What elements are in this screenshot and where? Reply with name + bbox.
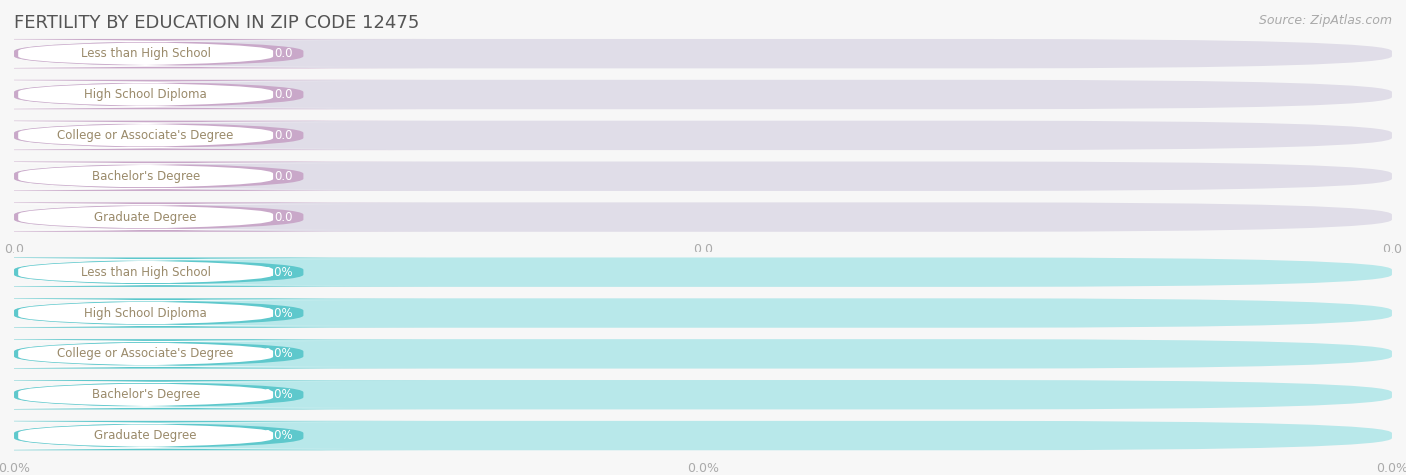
FancyBboxPatch shape bbox=[0, 293, 1406, 333]
Text: 0.0: 0.0 bbox=[274, 210, 292, 224]
Text: 0.0%: 0.0% bbox=[263, 266, 292, 279]
FancyBboxPatch shape bbox=[0, 156, 1406, 197]
Text: 0.0: 0.0 bbox=[274, 47, 292, 60]
FancyBboxPatch shape bbox=[14, 380, 1392, 409]
FancyBboxPatch shape bbox=[14, 257, 1392, 287]
FancyBboxPatch shape bbox=[0, 74, 1406, 115]
FancyBboxPatch shape bbox=[14, 339, 1392, 369]
FancyBboxPatch shape bbox=[0, 300, 363, 326]
FancyBboxPatch shape bbox=[14, 121, 1392, 150]
FancyBboxPatch shape bbox=[0, 204, 363, 230]
FancyBboxPatch shape bbox=[14, 162, 1392, 191]
FancyBboxPatch shape bbox=[14, 202, 1392, 232]
Text: 0.0: 0.0 bbox=[274, 88, 292, 101]
FancyBboxPatch shape bbox=[14, 80, 1392, 109]
FancyBboxPatch shape bbox=[0, 33, 1406, 74]
FancyBboxPatch shape bbox=[0, 41, 363, 66]
Text: High School Diploma: High School Diploma bbox=[84, 88, 207, 101]
Text: 0.0%: 0.0% bbox=[263, 347, 292, 361]
FancyBboxPatch shape bbox=[0, 333, 1406, 374]
Text: 0.0%: 0.0% bbox=[263, 388, 292, 401]
FancyBboxPatch shape bbox=[0, 341, 363, 367]
FancyBboxPatch shape bbox=[0, 259, 363, 285]
Text: Graduate Degree: Graduate Degree bbox=[94, 210, 197, 224]
FancyBboxPatch shape bbox=[0, 374, 1406, 415]
FancyBboxPatch shape bbox=[0, 415, 1406, 456]
Text: Source: ZipAtlas.com: Source: ZipAtlas.com bbox=[1258, 14, 1392, 27]
FancyBboxPatch shape bbox=[0, 121, 427, 150]
FancyBboxPatch shape bbox=[14, 298, 1392, 328]
FancyBboxPatch shape bbox=[0, 252, 1406, 293]
FancyBboxPatch shape bbox=[0, 39, 427, 68]
FancyBboxPatch shape bbox=[0, 123, 363, 148]
FancyBboxPatch shape bbox=[0, 421, 427, 450]
Text: 0.0%: 0.0% bbox=[263, 306, 292, 320]
Text: Bachelor's Degree: Bachelor's Degree bbox=[91, 170, 200, 183]
Text: 0.0: 0.0 bbox=[274, 170, 292, 183]
FancyBboxPatch shape bbox=[0, 80, 427, 109]
Text: Graduate Degree: Graduate Degree bbox=[94, 429, 197, 442]
FancyBboxPatch shape bbox=[0, 162, 427, 191]
FancyBboxPatch shape bbox=[0, 197, 1406, 238]
FancyBboxPatch shape bbox=[0, 423, 363, 448]
FancyBboxPatch shape bbox=[0, 82, 363, 107]
Text: Bachelor's Degree: Bachelor's Degree bbox=[91, 388, 200, 401]
FancyBboxPatch shape bbox=[0, 380, 427, 409]
Text: College or Associate's Degree: College or Associate's Degree bbox=[58, 347, 233, 361]
Text: 0.0%: 0.0% bbox=[263, 429, 292, 442]
FancyBboxPatch shape bbox=[0, 339, 427, 369]
Text: High School Diploma: High School Diploma bbox=[84, 306, 207, 320]
FancyBboxPatch shape bbox=[14, 39, 1392, 68]
Text: FERTILITY BY EDUCATION IN ZIP CODE 12475: FERTILITY BY EDUCATION IN ZIP CODE 12475 bbox=[14, 14, 419, 32]
FancyBboxPatch shape bbox=[0, 115, 1406, 156]
FancyBboxPatch shape bbox=[14, 421, 1392, 450]
FancyBboxPatch shape bbox=[0, 163, 363, 189]
Text: 0.0: 0.0 bbox=[274, 129, 292, 142]
Text: Less than High School: Less than High School bbox=[80, 266, 211, 279]
Text: Less than High School: Less than High School bbox=[80, 47, 211, 60]
FancyBboxPatch shape bbox=[0, 257, 427, 287]
FancyBboxPatch shape bbox=[0, 382, 363, 408]
FancyBboxPatch shape bbox=[0, 202, 427, 232]
Text: College or Associate's Degree: College or Associate's Degree bbox=[58, 129, 233, 142]
FancyBboxPatch shape bbox=[0, 298, 427, 328]
